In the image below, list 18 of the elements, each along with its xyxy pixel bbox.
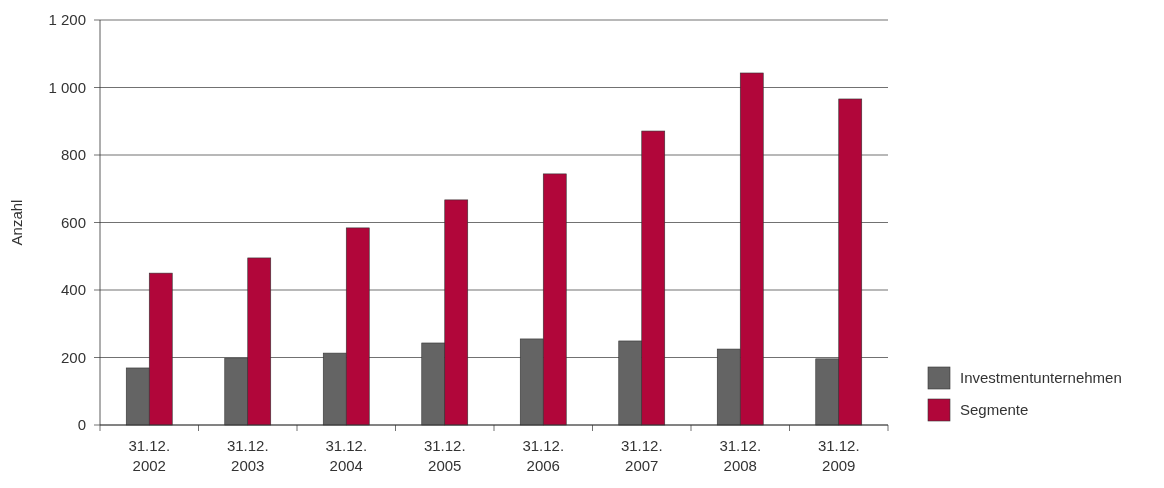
x-tick-label: 31.12. 2007 bbox=[620, 437, 663, 474]
x-tick-label: 31.12. 2004 bbox=[325, 437, 368, 474]
x-tick-label: 31.12. 2003 bbox=[226, 437, 269, 474]
x-tick-label: 31.12. 2006 bbox=[522, 437, 565, 474]
y-tick-label: 200 bbox=[60, 348, 86, 366]
y-tick-label: 800 bbox=[60, 146, 86, 164]
y-tick-label: 1 000 bbox=[48, 78, 86, 96]
x-tick-label: 31.12. 2002 bbox=[128, 437, 171, 474]
legend-label: Segmente bbox=[960, 401, 1029, 419]
y-axis-title: Anzahl bbox=[8, 199, 25, 246]
y-tick-label: 600 bbox=[60, 213, 86, 231]
y-tick-label: 1 200 bbox=[48, 11, 86, 29]
x-tick-label: 31.12. 2008 bbox=[719, 437, 762, 474]
y-tick-label: 0 bbox=[77, 416, 86, 434]
x-tick-label: 31.12. 2005 bbox=[423, 437, 466, 474]
legend-label: Investmentunternehmen bbox=[960, 369, 1122, 387]
y-tick-label: 400 bbox=[60, 281, 86, 299]
x-tick-label: 31.12. 2009 bbox=[817, 437, 860, 474]
